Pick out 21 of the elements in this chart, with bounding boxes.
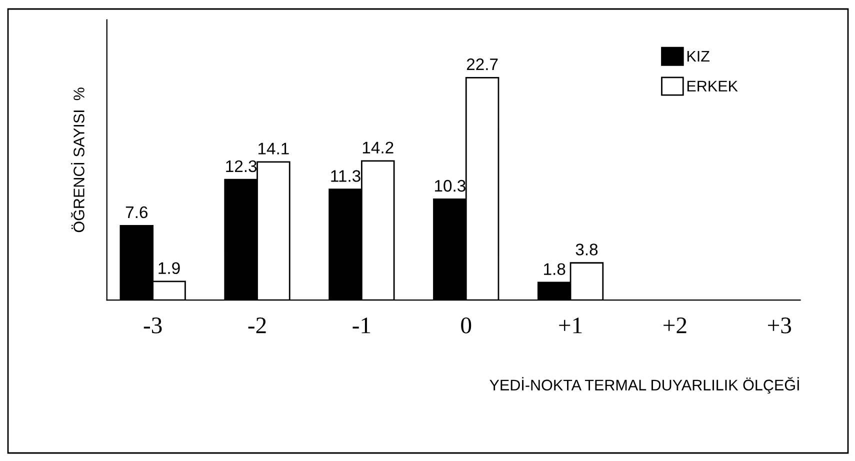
- data-label: 7.6: [126, 206, 148, 218]
- x-tick-label: +2: [664, 318, 686, 334]
- x-tick-label: -3: [144, 318, 162, 334]
- data-label: 14.1: [258, 142, 289, 154]
- data-label: 14.2: [362, 142, 394, 154]
- x-tick-label: -1: [352, 318, 370, 334]
- x-axis-title: YEDİ-NOKTA TERMAL DUYARLILIK ÖLÇEĞİ: [490, 377, 799, 394]
- x-tick-label: +1: [559, 318, 582, 334]
- x-tick-label: +3: [768, 318, 792, 334]
- data-label: 1.9: [158, 262, 180, 274]
- y-axis-title: ÖĞRENCİ SAYISI %: [70, 88, 84, 232]
- legend-label: KIZ: [687, 50, 710, 62]
- data-label: 12.3: [226, 160, 257, 172]
- x-tick-label: 0: [461, 317, 472, 334]
- data-label: 10.3: [434, 180, 466, 192]
- legend-label: ERKEK: [687, 80, 738, 92]
- data-label: 3.8: [576, 244, 598, 256]
- data-label: 11.3: [331, 170, 360, 182]
- data-label: 22.7: [466, 58, 498, 70]
- x-tick-label: -2: [248, 318, 266, 334]
- data-label: 1.8: [544, 263, 566, 276]
